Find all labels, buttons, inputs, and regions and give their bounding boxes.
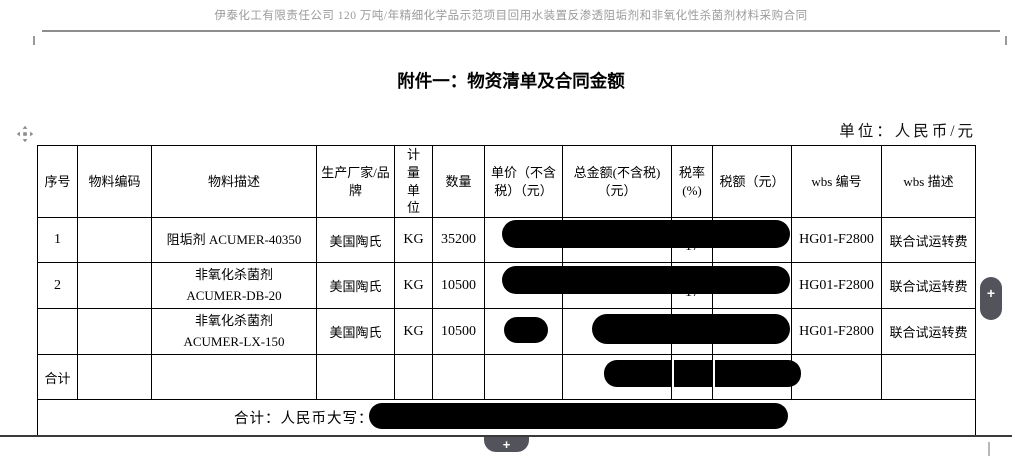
cell-quantity: 35200 bbox=[432, 217, 485, 263]
cell-seq bbox=[37, 308, 78, 355]
empty-cell bbox=[432, 354, 485, 400]
margin-mark-bottom-right bbox=[988, 442, 990, 456]
column-header-tax-rate: 税率(%) bbox=[671, 145, 713, 218]
cell-material-code bbox=[77, 308, 152, 355]
table-move-handle-icon[interactable] bbox=[16, 125, 34, 143]
plus-icon: + bbox=[502, 437, 511, 452]
document-header-text: 伊泰化工有限责任公司 120 万吨/年精细化学品示范项目回用水装置反渗透阻垢剂和… bbox=[214, 10, 808, 22]
column-header-unit: 计量单位 bbox=[394, 145, 433, 218]
cell-unit: KG bbox=[394, 308, 433, 355]
cell-wbs-desc: 联合试运转费 bbox=[881, 217, 976, 263]
cell-quantity: 10500 bbox=[432, 262, 485, 309]
cell-wbs-code: HG01-F2800 bbox=[791, 308, 882, 355]
empty-cell bbox=[316, 354, 395, 400]
add-row-handle-button[interactable]: + bbox=[980, 277, 1002, 320]
column-header-wbs-code: wbs 编号 bbox=[791, 145, 882, 218]
total-row: 合计 bbox=[37, 354, 976, 400]
empty-cell bbox=[394, 354, 433, 400]
redaction-bar-row3-amounts bbox=[592, 314, 790, 344]
cell-unit: KG bbox=[394, 262, 433, 309]
cell-seq: 1 bbox=[37, 217, 78, 263]
page-break-line bbox=[0, 435, 1012, 437]
redaction-bar-total-segment bbox=[715, 360, 801, 387]
table-header-row: 序号 物料编码 物料描述 生产厂家/品牌 计量单位 数量 单价（不含税）（元） … bbox=[37, 145, 976, 218]
empty-cell bbox=[77, 354, 152, 400]
cell-material-code bbox=[77, 217, 152, 263]
cell-wbs-code: HG01-F2800 bbox=[791, 217, 882, 263]
cell-material-code bbox=[77, 262, 152, 309]
attachment-title: 附件一：物资清单及合同金额 bbox=[397, 71, 625, 91]
redaction-bar-total-segment bbox=[674, 360, 712, 387]
add-page-button[interactable]: + bbox=[484, 437, 529, 452]
move-arrows-icon bbox=[16, 125, 34, 143]
column-header-quantity: 数量 bbox=[432, 145, 485, 218]
empty-cell bbox=[881, 354, 976, 400]
cell-wbs-code: HG01-F2800 bbox=[791, 262, 882, 309]
column-header-total-amount: 总金额(不含税)（元） bbox=[562, 145, 672, 218]
redaction-bar-total-segment bbox=[604, 360, 671, 387]
cell-manufacturer: 美国陶氏 bbox=[316, 308, 395, 355]
column-header-seq: 序号 bbox=[37, 145, 78, 218]
currency-unit-note: 单位：人民币/元 bbox=[839, 123, 976, 140]
margin-mark-top-left bbox=[33, 36, 35, 45]
cell-unit: KG bbox=[394, 217, 433, 263]
cell-material-desc: 阻垢剂 ACUMER-40350 bbox=[151, 217, 317, 263]
redaction-bar-row2-prices bbox=[502, 266, 790, 294]
cell-wbs-desc: 联合试运转费 bbox=[881, 308, 976, 355]
column-header-unit-price: 单价（不含税）（元） bbox=[484, 145, 563, 218]
empty-cell bbox=[791, 354, 882, 400]
redaction-bar-grand-total-words bbox=[369, 403, 788, 429]
margin-mark-top-right bbox=[1005, 36, 1007, 45]
cell-manufacturer: 美国陶氏 bbox=[316, 217, 395, 263]
column-header-wbs-desc: wbs 描述 bbox=[881, 145, 976, 218]
cell-seq: 2 bbox=[37, 262, 78, 309]
header-divider bbox=[42, 30, 1000, 32]
cell-quantity: 10500 bbox=[432, 308, 485, 355]
table-row: 非氧化杀菌剂 ACUMER-LX-150 美国陶氏 KG 10500 HG01-… bbox=[37, 308, 976, 355]
cell-material-desc: 非氧化杀菌剂 ACUMER-DB-20 bbox=[151, 262, 317, 309]
column-header-tax-amount: 税额（元） bbox=[712, 145, 792, 218]
empty-cell bbox=[151, 354, 317, 400]
cell-wbs-desc: 联合试运转费 bbox=[881, 262, 976, 309]
column-header-material-desc: 物料描述 bbox=[151, 145, 317, 218]
plus-icon: + bbox=[986, 285, 996, 301]
cell-manufacturer: 美国陶氏 bbox=[316, 262, 395, 309]
column-header-material-code: 物料编码 bbox=[77, 145, 152, 218]
redaction-bar-row3-unit-price bbox=[504, 317, 548, 343]
column-header-manufacturer: 生产厂家/品牌 bbox=[316, 145, 395, 218]
cell-material-desc: 非氧化杀菌剂 ACUMER-LX-150 bbox=[151, 308, 317, 355]
redaction-bar-row1-prices bbox=[502, 220, 790, 248]
total-label-cell: 合计 bbox=[37, 354, 78, 400]
empty-cell bbox=[484, 354, 563, 400]
